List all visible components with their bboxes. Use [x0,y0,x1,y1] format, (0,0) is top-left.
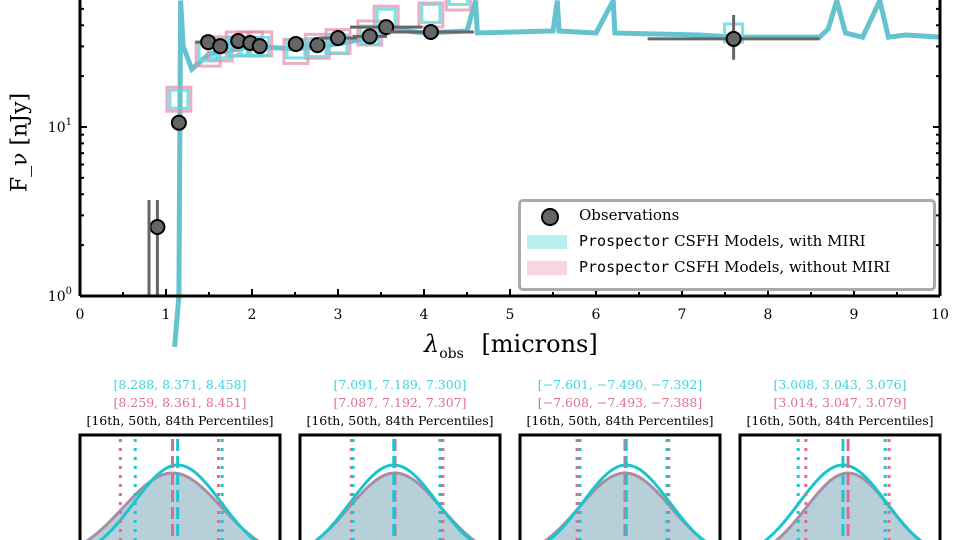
x-tick-label: 4 [420,307,429,323]
observation-point [387,23,474,40]
percentiles-label: [16th, 50th, 84th Percentiles] [86,413,274,428]
x-label-main: λ [424,330,440,358]
obs-marker [361,28,378,45]
observation-point [287,35,304,52]
panel-frame [78,433,282,540]
x-tick-label: 5 [506,307,515,323]
y-axis-label: F_ν [nJy] [7,92,33,193]
x-axis-label: λobs [microns] [424,330,598,362]
posterior-fill-without-miri [776,473,920,540]
model-square-without-miri [444,0,472,12]
posterior-panel [518,433,722,540]
obs-marker [309,37,326,54]
legend-observations: Observations [579,206,680,224]
x-tick-label: 6 [592,307,601,323]
legend-label: CSFH Models, with MIRI [669,232,866,250]
panel-frame [738,433,942,540]
x-tick-label: 1 [162,307,171,323]
with-miri-percentiles: [8.288, 8.371, 8.458] [113,377,247,392]
x-label-sub: obs [439,345,464,362]
legend-with-miri: Prospector CSFH Models, with MIRI [579,232,866,250]
observation-point [251,38,268,55]
y-tick-label: 100 [48,286,72,305]
obs-marker [149,219,166,236]
legend: Observations Prospector CSFH Models, wit… [518,199,936,291]
posterior-panel [738,433,942,540]
model-square-with-miri [447,0,469,6]
with-miri-percentiles: [3.008, 3.043, 3.076] [773,377,907,392]
obs-marker [212,38,229,55]
x-tick-label: 3 [334,307,343,323]
x-tick-label: 9 [850,307,859,323]
obs-marker [170,114,187,131]
model-square-with-miri [168,88,190,110]
obs-marker [287,35,304,52]
model-square-without-miri [165,85,193,113]
without-miri-percentiles: [3.014, 3.047, 3.079] [773,395,907,410]
observation-point [309,37,326,54]
posterior-curve-with-miri [98,463,257,540]
panel-header: [−7.601, −7.490, −7.392] [−7.608, −7.493… [500,376,740,430]
observation-point [319,30,357,47]
y-tick-label: 101 [48,117,72,136]
legend-prefix: Prospector [579,258,670,276]
obs-marker [330,30,346,47]
legend-without-miri: Prospector CSFH Models, without MIRI [579,258,890,276]
panel-frame [298,433,502,540]
observation-point [352,28,388,45]
posterior-fill-without-miri [88,473,257,540]
posterior-panel [78,433,282,540]
posterior-curve-with-miri [314,463,473,540]
posterior-fill-without-miri [546,473,704,540]
panel-header: [8.288, 8.371, 8.458] [8.259, 8.361, 8.4… [60,376,300,430]
posterior-curve-with-miri [547,463,706,540]
x-label-unit: [microns] [481,330,598,358]
panel-header: [7.091, 7.189, 7.300] [7.087, 7.192, 7.3… [280,376,520,430]
x-tick-label: 10 [931,307,949,323]
panel-header: [3.008, 3.043, 3.076] [3.014, 3.047, 3.0… [720,376,960,430]
obs-marker [725,30,742,47]
posterior-fill-without-miri [316,473,474,540]
legend-with-miri-swatch [527,235,567,249]
x-tick-label: 2 [248,307,257,323]
observation-point [149,199,166,296]
posterior-panel [298,433,502,540]
x-tick-label: 8 [764,307,773,323]
without-miri-percentiles: [7.087, 7.192, 7.307] [333,395,467,410]
observation-marker-icon [541,208,559,226]
legend-label: CSFH Models, without MIRI [669,258,891,276]
panel-frame [518,433,722,540]
x-tick-label: 7 [678,307,687,323]
percentiles-label: [16th, 50th, 84th Percentiles] [746,413,934,428]
obs-marker [422,23,439,40]
x-tick-label: 0 [76,307,85,323]
legend-without-miri-swatch [527,261,567,275]
without-miri-percentiles: [8.259, 8.361, 8.451] [113,395,247,410]
percentiles-label: [16th, 50th, 84th Percentiles] [526,413,714,428]
observation-point [212,38,229,55]
with-miri-percentiles: [7.091, 7.189, 7.300] [333,377,467,392]
with-miri-percentiles: [−7.601, −7.490, −7.392] [537,377,703,392]
percentiles-label: [16th, 50th, 84th Percentiles] [306,413,494,428]
observation-point [647,14,820,60]
observation-point [195,34,222,51]
obs-marker [251,38,268,55]
model-square-with-miri [420,2,442,24]
posterior-curve-with-miri [763,463,923,540]
without-miri-percentiles: [−7.608, −7.493, −7.388] [537,395,703,410]
legend-prefix: Prospector [579,232,670,250]
observation-point [170,114,187,131]
